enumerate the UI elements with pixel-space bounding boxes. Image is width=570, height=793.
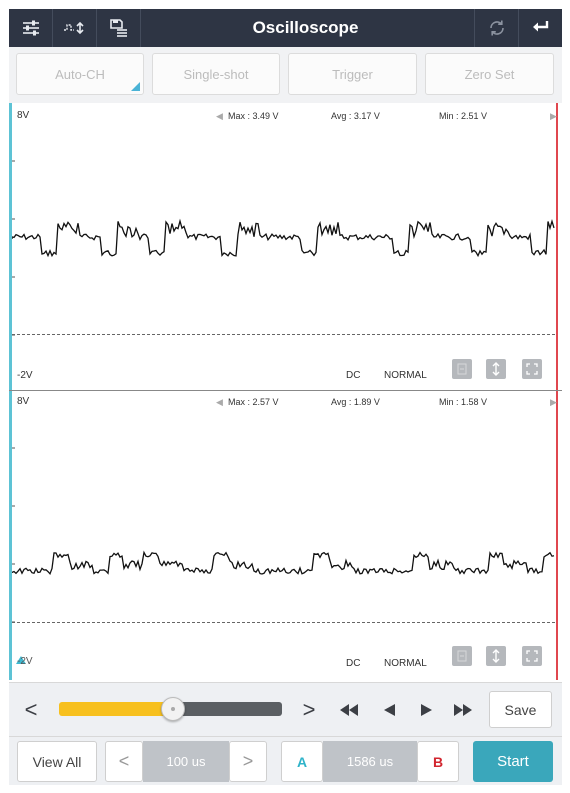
- timebase-decrease-button[interactable]: <: [105, 741, 143, 782]
- ch2-top-voltage: 8V: [17, 396, 30, 407]
- ch1-stats-left-arrow[interactable]: ◀: [216, 111, 223, 121]
- page-title: Oscilloscope: [252, 18, 359, 37]
- ch1-coupling: DC: [346, 370, 361, 381]
- channel-1-waveform: [11, 218, 555, 258]
- auto-ch-label: Auto-CH: [55, 66, 105, 82]
- ch1-top-voltage: 8V: [17, 110, 30, 121]
- ch2-avg: Avg : 1.89 V: [331, 397, 380, 407]
- timebase-value: 100 us: [143, 741, 229, 782]
- ch1-min: Min : 2.51 V: [439, 111, 488, 121]
- step-back-icon[interactable]: [375, 683, 403, 737]
- dropdown-corner-icon: [131, 82, 140, 91]
- ch2-zero-line: [12, 622, 555, 623]
- save-button[interactable]: Save: [489, 691, 552, 728]
- ch1-max: Max : 3.49 V: [228, 111, 279, 121]
- ch1-expand-icon[interactable]: [522, 359, 542, 379]
- ch2-min: Min : 1.58 V: [439, 397, 488, 407]
- mode-toolbar: Auto-CH Single-shot Trigger Zero Set: [9, 47, 562, 103]
- trigger-label: Trigger: [332, 66, 373, 82]
- zero-set-button[interactable]: Zero Set: [425, 53, 554, 95]
- ch2-max: Max : 2.57 V: [228, 397, 279, 407]
- title-bar: Oscilloscope: [9, 9, 562, 47]
- ch1-mode: NORMAL: [384, 370, 427, 381]
- channel-2-waveform: [11, 550, 555, 576]
- scroll-left-button[interactable]: <: [24, 697, 38, 722]
- timeline-slider-fill[interactable]: [59, 702, 174, 716]
- start-button[interactable]: Start: [473, 741, 553, 782]
- ch2-stats-left-arrow[interactable]: ◀: [216, 397, 223, 407]
- cursor-a-button[interactable]: A: [281, 741, 323, 782]
- cursor-b-button[interactable]: B: [417, 741, 459, 782]
- timeline-slider-knob[interactable]: [161, 697, 185, 721]
- view-all-button[interactable]: View All: [17, 741, 97, 782]
- ch1-bottom-voltage: -2V: [17, 370, 33, 381]
- playback-bar: < > Save: [9, 682, 562, 736]
- cursor-b-line[interactable]: [556, 103, 558, 680]
- bottom-control-bar: View All < 100 us > A 1586 us B Start: [9, 736, 562, 785]
- cursor-a-line[interactable]: [9, 103, 12, 680]
- channel-separator: [9, 390, 562, 391]
- axis-ticks: [12, 160, 15, 623]
- ch2-lock-icon[interactable]: [452, 646, 472, 666]
- auto-ch-button[interactable]: Auto-CH: [16, 53, 144, 95]
- settings-sliders-icon[interactable]: [9, 9, 53, 47]
- waveform-adjust-icon[interactable]: [53, 9, 97, 47]
- single-shot-label: Single-shot: [183, 66, 249, 82]
- cursor-a-marker: [16, 656, 26, 664]
- timeline-slider-track[interactable]: [174, 702, 282, 716]
- rewind-icon[interactable]: [335, 683, 363, 737]
- zero-set-label: Zero Set: [464, 66, 515, 82]
- ch1-avg: Avg : 3.17 V: [331, 111, 380, 121]
- ch2-bottom-voltage: -2V: [17, 656, 33, 667]
- step-forward-icon[interactable]: [413, 683, 441, 737]
- cursor-delta-value: 1586 us: [323, 741, 417, 782]
- ch1-zero-line: [12, 334, 555, 335]
- ch1-lock-icon[interactable]: [452, 359, 472, 379]
- ch1-stats-right-arrow[interactable]: ▶: [550, 111, 557, 121]
- ch2-expand-icon[interactable]: [522, 646, 542, 666]
- scroll-right-button[interactable]: >: [302, 697, 316, 722]
- refresh-icon[interactable]: [474, 9, 518, 47]
- trigger-button[interactable]: Trigger: [288, 53, 417, 95]
- save-list-icon[interactable]: [97, 9, 141, 47]
- scope-display[interactable]: 8V ◀ Max : 3.49 V Avg : 3.17 V Min : 2.5…: [9, 103, 562, 680]
- timebase-increase-button[interactable]: >: [229, 741, 267, 782]
- ch1-vertical-scale-icon[interactable]: [486, 359, 506, 379]
- single-shot-button[interactable]: Single-shot: [152, 53, 280, 95]
- ch2-mode: NORMAL: [384, 658, 427, 669]
- fast-forward-icon[interactable]: [449, 683, 477, 737]
- back-arrow-icon[interactable]: [518, 9, 562, 47]
- waveform-canvas: [11, 160, 555, 664]
- ch2-vertical-scale-icon[interactable]: [486, 646, 506, 666]
- ch2-stats-right-arrow[interactable]: ▶: [550, 397, 557, 407]
- ch2-coupling: DC: [346, 658, 361, 669]
